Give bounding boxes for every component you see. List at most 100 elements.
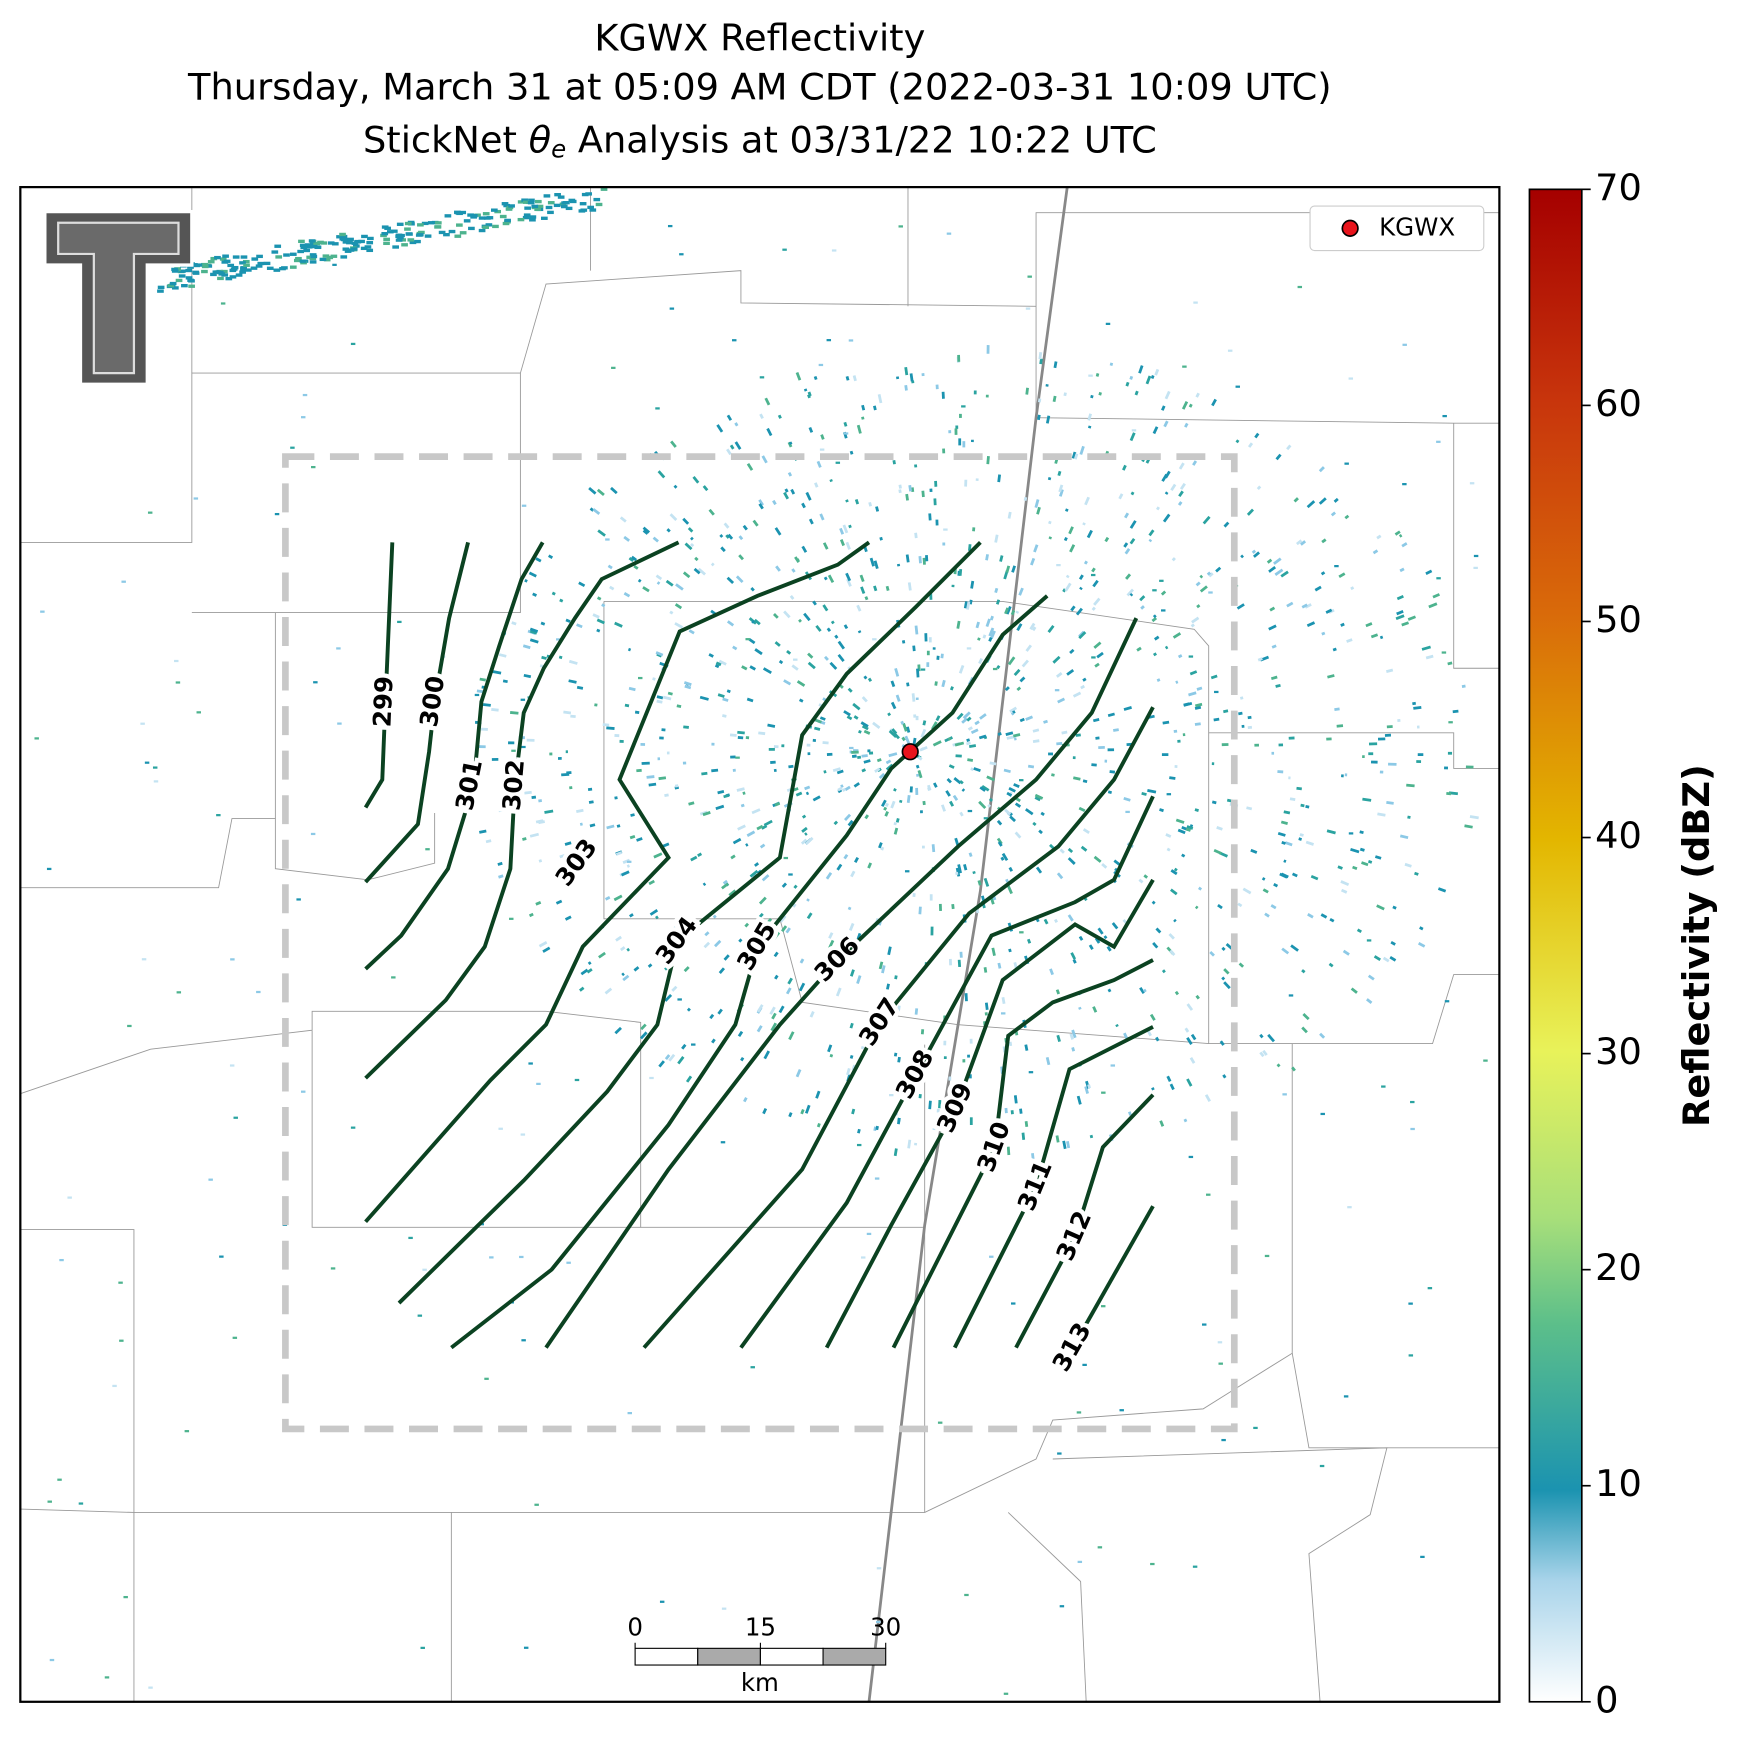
echo: [681, 1043, 687, 1050]
echo: [997, 474, 1001, 483]
echo: [485, 839, 492, 844]
echo: [956, 712, 964, 721]
echo: [633, 564, 639, 570]
echo: [201, 264, 209, 269]
echo: [482, 225, 489, 229]
echo: [560, 204, 568, 209]
echo: [1156, 506, 1160, 511]
echo: [703, 941, 711, 949]
echo: [536, 204, 544, 209]
echo: [957, 354, 961, 362]
echo: [1444, 766, 1449, 770]
echo: [975, 621, 980, 629]
echo: [1161, 473, 1168, 482]
echo: [251, 257, 259, 261]
echo: [1150, 374, 1155, 380]
echo: [1152, 614, 1157, 619]
echo: [677, 1056, 685, 1065]
echo: [1055, 1135, 1060, 1143]
echo: [1390, 940, 1396, 946]
echo: [907, 582, 912, 591]
echo: [526, 738, 535, 742]
echo: [542, 946, 551, 953]
echo: [201, 269, 208, 274]
echo: [392, 245, 400, 249]
echo: [123, 1595, 128, 1599]
echo: [1300, 803, 1305, 808]
echo: [1082, 779, 1088, 784]
echo: [873, 405, 877, 411]
echo: [1082, 677, 1087, 682]
echo: [1103, 935, 1108, 940]
echo: [611, 366, 616, 369]
echo: [1336, 724, 1344, 728]
colorbar-tick-label: 10: [1595, 1462, 1642, 1505]
echo: [999, 555, 1004, 562]
echo: [383, 241, 390, 246]
echo: [1007, 656, 1016, 666]
echo: [1075, 733, 1081, 737]
echo: [920, 668, 926, 671]
echo: [1174, 765, 1178, 768]
echo: [1086, 529, 1093, 539]
echo: [887, 1016, 892, 1024]
echo: [922, 557, 926, 565]
echo: [1008, 948, 1012, 953]
echo: [1063, 392, 1067, 397]
echo: [957, 959, 962, 968]
echo: [964, 1593, 969, 1597]
echo: [421, 221, 429, 226]
echo: [1297, 285, 1303, 289]
echo: [726, 620, 735, 627]
echo: [1063, 536, 1068, 542]
echo: [849, 969, 855, 977]
echo: [849, 819, 854, 824]
echo: [1350, 586, 1355, 591]
echo: [1319, 1464, 1325, 1468]
echo: [614, 796, 618, 800]
echo: [240, 267, 247, 271]
echo: [492, 670, 502, 675]
echo: [1328, 962, 1334, 968]
echo: [1177, 828, 1186, 835]
echo: [535, 557, 542, 563]
echo: [723, 522, 730, 529]
echo: [524, 578, 528, 583]
echo: [522, 215, 530, 220]
echo: [807, 661, 816, 670]
echo: [614, 621, 623, 628]
echo: [730, 854, 736, 860]
echo: [991, 947, 996, 956]
echo: [1091, 606, 1096, 611]
echo: [1194, 905, 1199, 910]
echo: [627, 1411, 632, 1415]
echo: [996, 819, 1003, 826]
echo: [529, 627, 539, 633]
echo: [729, 733, 737, 737]
echo: [1273, 557, 1282, 565]
echo: [1195, 392, 1200, 398]
echo: [1399, 567, 1405, 573]
echo: [1346, 638, 1353, 643]
echo: [730, 755, 736, 759]
echo: [185, 276, 193, 280]
echo: [898, 225, 903, 228]
echo: [181, 284, 188, 288]
echo: [1011, 1302, 1016, 1305]
echo: [1093, 641, 1102, 649]
echo: [717, 693, 725, 698]
echo: [1038, 351, 1043, 360]
echo: [737, 730, 745, 735]
echo: [669, 513, 678, 522]
echo: [761, 874, 770, 882]
echo: [561, 772, 570, 777]
echo: [1275, 453, 1282, 461]
echo: [499, 214, 507, 219]
echo: [738, 535, 744, 541]
echo: [742, 959, 747, 964]
echo: [1384, 733, 1392, 737]
echo: [229, 275, 237, 279]
echo: [719, 534, 724, 538]
echo: [1029, 622, 1036, 630]
echo: [490, 208, 498, 212]
